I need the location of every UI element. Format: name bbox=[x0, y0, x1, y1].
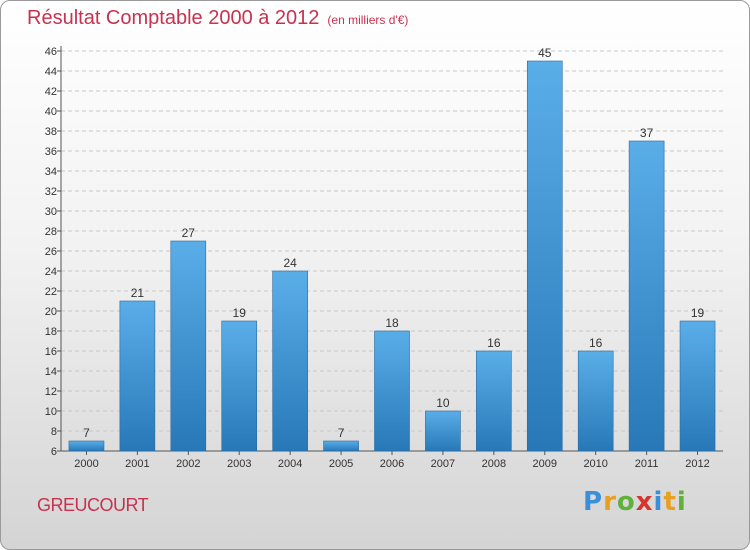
y-tick-label: 28 bbox=[45, 226, 57, 238]
y-tick-label: 46 bbox=[45, 46, 57, 58]
value-label-2008: 16 bbox=[487, 336, 501, 350]
bar-2003 bbox=[221, 320, 258, 452]
y-tick-label: 42 bbox=[45, 86, 57, 98]
bar-2010 bbox=[577, 350, 614, 452]
bar-2001 bbox=[119, 300, 156, 452]
y-tick-label: 32 bbox=[45, 186, 57, 198]
bar-2008 bbox=[476, 350, 512, 452]
y-tick-label: 24 bbox=[45, 266, 57, 278]
value-label-2010: 16 bbox=[589, 336, 603, 350]
value-label-2011: 37 bbox=[640, 126, 654, 140]
commune-name: GREUCOURT bbox=[37, 495, 149, 515]
logo-letter: i bbox=[676, 487, 687, 517]
y-tick-label: 22 bbox=[45, 286, 57, 298]
x-tick-label-2005: 2005 bbox=[329, 458, 353, 470]
y-tick-label: 8 bbox=[51, 426, 57, 438]
x-tick-label-2006: 2006 bbox=[380, 458, 404, 470]
y-tick-label: 14 bbox=[45, 366, 57, 378]
logo-letter: i bbox=[653, 487, 664, 517]
logo-letter: o bbox=[616, 487, 636, 517]
y-tick-label: 20 bbox=[45, 306, 57, 318]
logo-letter: P bbox=[583, 487, 604, 517]
x-tick-label-2010: 2010 bbox=[583, 458, 607, 470]
value-label-2002: 27 bbox=[182, 226, 196, 240]
chart-subtitle: (en milliers d'€) bbox=[327, 13, 409, 27]
x-tick-label-2000: 2000 bbox=[74, 458, 98, 470]
value-label-2012: 19 bbox=[691, 306, 705, 320]
x-tick-label-2012: 2012 bbox=[685, 458, 709, 470]
y-tick-label: 16 bbox=[45, 346, 57, 358]
value-label-2001: 21 bbox=[131, 286, 145, 300]
bar-2006 bbox=[374, 330, 410, 452]
y-tick-label: 40 bbox=[45, 106, 57, 118]
bar-2002 bbox=[170, 240, 207, 452]
y-tick-label: 10 bbox=[45, 406, 57, 418]
y-tick-label: 30 bbox=[45, 206, 57, 218]
y-tick-label: 44 bbox=[45, 66, 57, 78]
bar-2012 bbox=[679, 320, 716, 452]
logo-letter: r bbox=[603, 487, 617, 517]
value-label-2007: 10 bbox=[436, 396, 450, 410]
x-tick-label-2003: 2003 bbox=[227, 458, 251, 470]
x-tick-label-2008: 2008 bbox=[482, 458, 506, 470]
x-tick-label-2007: 2007 bbox=[431, 458, 455, 470]
x-tick-label-2009: 2009 bbox=[533, 458, 557, 470]
x-tick-label-2011: 2011 bbox=[635, 458, 659, 470]
proxiti-logo[interactable]: Proxiti bbox=[583, 487, 687, 517]
chart-title-text: Résultat Comptable 2000 à 2012 bbox=[27, 7, 320, 29]
value-label-2006: 18 bbox=[385, 316, 399, 330]
bar-2005 bbox=[323, 440, 359, 452]
value-label-2000: 7 bbox=[83, 426, 90, 440]
y-tick-label: 26 bbox=[45, 246, 57, 258]
y-tick-label: 34 bbox=[45, 166, 57, 178]
bars bbox=[68, 60, 716, 452]
bar-2000 bbox=[68, 440, 105, 452]
bar-2007 bbox=[425, 410, 461, 452]
logo-letter: t bbox=[663, 487, 677, 517]
value-label-2004: 24 bbox=[283, 256, 297, 270]
x-tick-label-2002: 2002 bbox=[176, 458, 200, 470]
x-tick-label-2001: 2001 bbox=[125, 458, 149, 470]
y-tick-label: 36 bbox=[45, 146, 57, 158]
bar-2004 bbox=[272, 270, 308, 452]
chart-title: Résultat Comptable 2000 à 2012 (en millie… bbox=[27, 7, 408, 30]
value-label-2003: 19 bbox=[233, 306, 247, 320]
y-tick-label: 12 bbox=[45, 386, 57, 398]
logo-letter: x bbox=[635, 487, 654, 517]
y-tick-label: 6 bbox=[51, 446, 57, 458]
y-tick-label: 18 bbox=[45, 326, 57, 338]
value-label-2005: 7 bbox=[338, 426, 345, 440]
y-tick-label: 38 bbox=[45, 126, 57, 138]
bar-2009 bbox=[526, 60, 563, 452]
value-label-2009: 45 bbox=[538, 46, 552, 60]
x-tick-label-2004: 2004 bbox=[278, 458, 302, 470]
bar-2011 bbox=[628, 140, 665, 452]
labels: 6 8 10 12 14 16 18 20 22 24 26 28 30 32 34 36 38 40 42 44 46… bbox=[45, 46, 710, 470]
